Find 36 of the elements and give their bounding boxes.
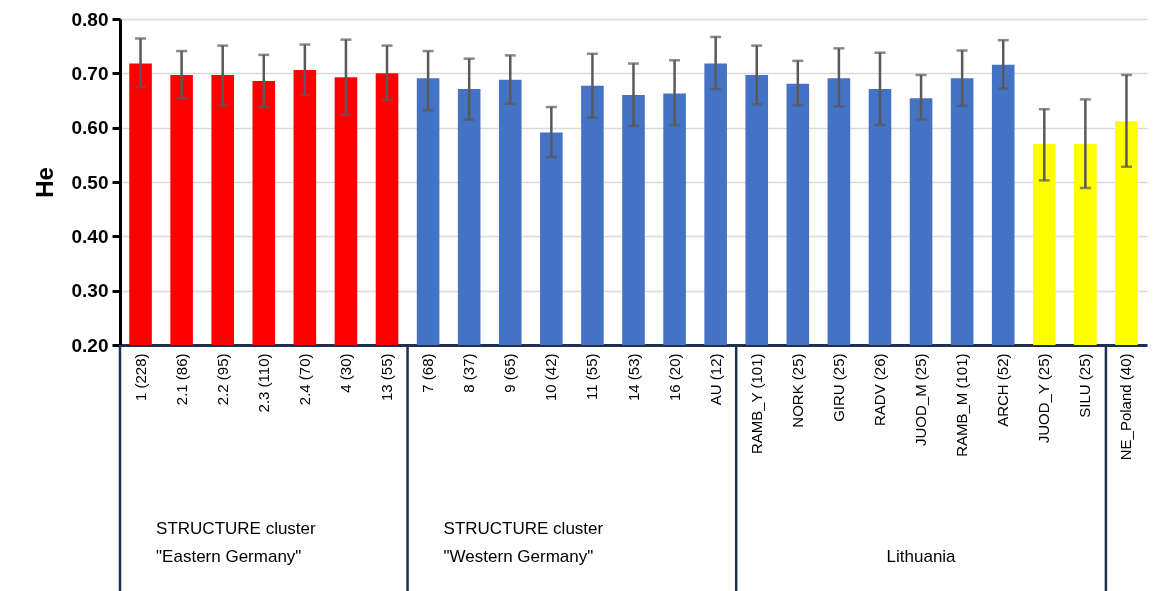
text: STRUCTURE cluster "Western Germany" xyxy=(443,519,604,566)
x-tick-label: 14 (53) xyxy=(624,353,642,402)
x-tick-label: RADV (26) xyxy=(870,353,888,427)
y-tick-label: 0.40 xyxy=(71,225,109,247)
x-tick-label: AU (12) xyxy=(706,353,724,406)
x-tick-label: NE_Poland (40) xyxy=(1117,353,1135,461)
x-tick-label: NORK (25) xyxy=(788,353,806,428)
x-tick-label: 2.1 (86) xyxy=(172,353,190,406)
x-tick-label: 8 (37) xyxy=(460,353,478,393)
x-tick-label: SILU (25) xyxy=(1076,353,1094,418)
y-tick-label: 0.20 xyxy=(71,334,109,356)
x-tick-label: GIRU (25) xyxy=(829,353,847,422)
y-tick-label: 0.80 xyxy=(71,8,109,30)
x-tick-label: 16 (20) xyxy=(665,353,683,402)
x-tick-label: 11 (55) xyxy=(583,353,601,400)
x-tick-label: 2.4 (70) xyxy=(295,353,313,406)
x-tick-label: 2.3 (110) xyxy=(254,353,272,413)
x-tick-label: 10 (42) xyxy=(542,353,560,402)
x-tick-label: RAMB_M (101) xyxy=(953,353,971,457)
y-tick-label: 0.60 xyxy=(71,117,109,139)
y-axis-title: He xyxy=(30,167,58,198)
x-tick-label: JUOD_M (25) xyxy=(912,353,930,447)
x-tick-label: ARCH (52) xyxy=(994,353,1012,427)
x-tick-label: 2.2 (95) xyxy=(213,353,231,406)
x-tick-label: RAMB_Y (101) xyxy=(747,353,765,455)
x-tick-label: 7 (68) xyxy=(419,353,437,393)
y-tick-label: 0.50 xyxy=(71,171,109,193)
text: Lithuania xyxy=(886,547,957,566)
x-tick-label: 1 (228) xyxy=(131,353,149,402)
x-tick-label: 9 (65) xyxy=(501,353,519,393)
y-tick-label: 0.30 xyxy=(71,280,109,302)
text: STRUCTURE cluster "Eastern Germany" xyxy=(156,519,317,566)
y-tick-label: 0.70 xyxy=(71,62,109,84)
x-tick-label: JUOD_Y (25) xyxy=(1035,353,1053,444)
x-tick-label: 13 (55) xyxy=(378,353,396,402)
x-tick-label: 4 (30) xyxy=(336,353,354,393)
